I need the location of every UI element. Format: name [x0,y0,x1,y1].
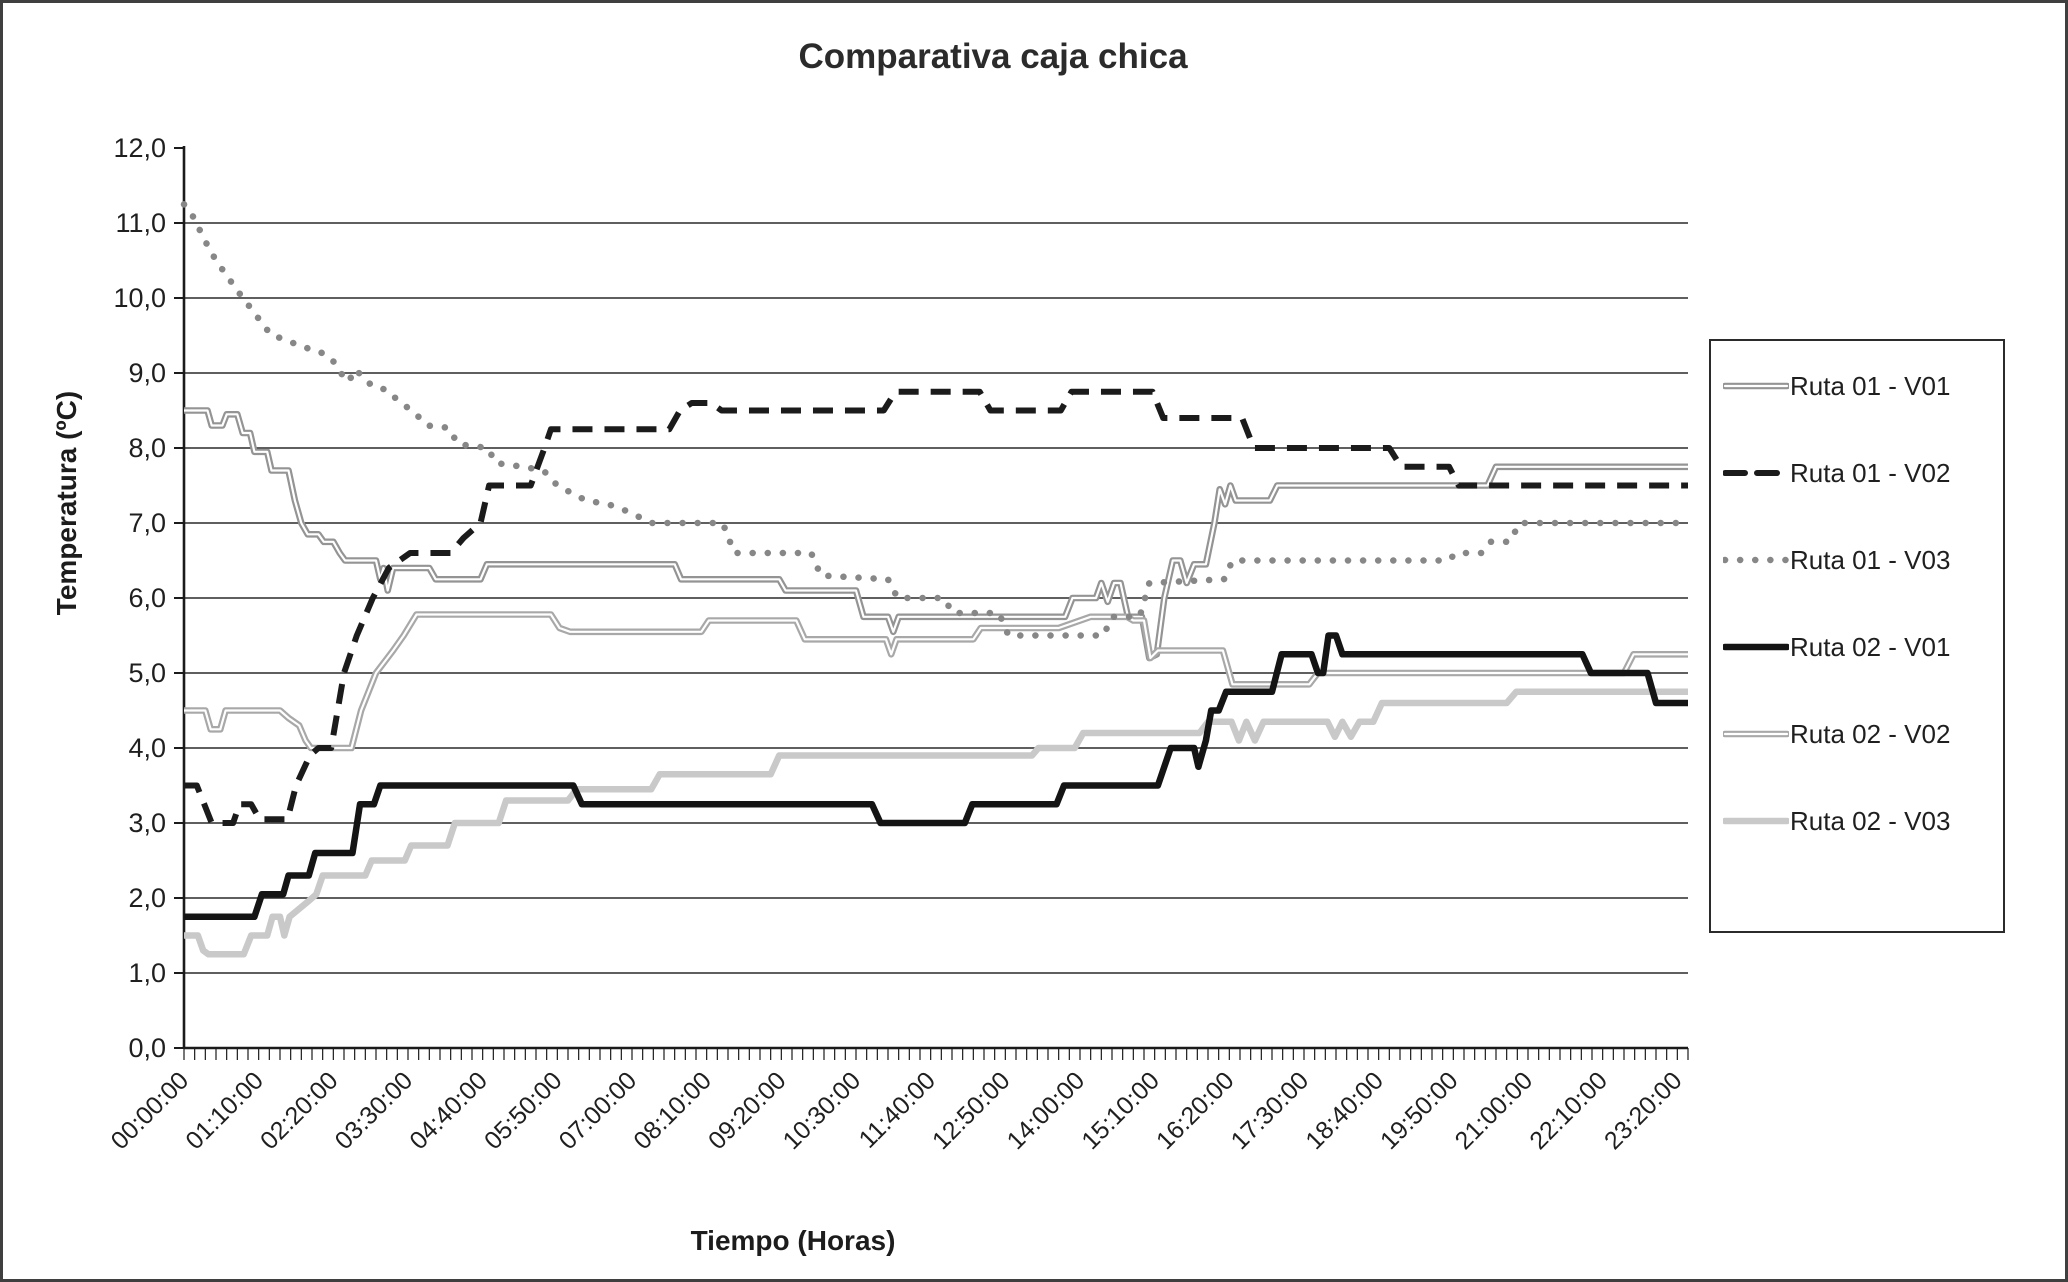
x-axis-tick-label: 22:10:00 [1524,1066,1613,1155]
x-axis-tick-label: 23:20:00 [1599,1066,1688,1155]
y-axis-tick-label: 8,0 [128,433,166,463]
legend-line-sample-icon [1723,470,1789,476]
y-axis-tick-label: 1,0 [128,958,166,988]
legend-item-ruta-02-v02: Ruta 02 - V02 [1723,719,1950,749]
y-axis-tick-label: 6,0 [128,583,166,613]
legend-item-ruta-01-v02: Ruta 01 - V02 [1723,458,1950,488]
y-axis-tick-label: 12,0 [113,133,166,163]
x-axis-tick-label: 11:40:00 [854,1066,941,1153]
series-line-ruta-02-v02 [184,611,1688,752]
x-axis-tick-label: 00:00:00 [106,1066,195,1155]
y-axis-tick-label: 7,0 [128,508,166,538]
x-axis-tick-label: 03:30:00 [330,1066,419,1155]
legend-item-ruta-01-v03: Ruta 01 - V03 [1723,545,1950,575]
legend-item-ruta-02-v01: Ruta 02 - V01 [1723,632,1950,662]
legend-line-sample-icon [1723,382,1789,390]
y-axis-tick-label: 10,0 [113,283,166,313]
legend-line-sample-icon [1723,730,1789,738]
y-axis-tick-label: 2,0 [128,883,166,913]
legend-line-sample-icon [1723,643,1789,651]
legend-item-label: Ruta 02 - V03 [1790,805,1951,836]
y-axis-tick-label: 11,0 [115,208,166,238]
x-axis-title: Tiempo (Horas) [690,1225,896,1256]
legend-item-label: Ruta 02 - V02 [1790,718,1951,749]
series-line-ruta-02-v01 [184,632,1688,921]
legend-item-label: Ruta 02 - V01 [1790,631,1951,662]
x-axis-tick-label: 17:30:00 [1226,1066,1315,1155]
x-axis-tick-label: 12:50:00 [927,1066,1016,1155]
legend-item-label: Ruta 01 - V03 [1790,544,1951,575]
x-axis-tick-label: 19:50:00 [1375,1066,1464,1155]
y-axis-tick-label: 0,0 [128,1033,166,1063]
x-axis-tick-label: 14:00:00 [1002,1066,1091,1155]
y-axis-tick-label: 9,0 [128,358,166,388]
y-axis-tick-label: 3,0 [128,808,166,838]
x-axis-tick-label: 02:20:00 [255,1066,344,1155]
legend-box: Ruta 01 - V01 Ruta 01 - V02 Ruta 01 - V03 R… [1709,339,2005,933]
y-axis-tick-label: 4,0 [128,733,166,763]
x-axis-tick-label: 09:20:00 [703,1066,792,1155]
series-line-ruta-01-v03 [180,201,1692,639]
x-axis-tick-label: 04:40:00 [404,1066,493,1155]
x-axis-tick-label: 05:50:00 [479,1066,568,1155]
series-line-ruta-02-v03 [184,688,1688,958]
legend-item-ruta-02-v03: Ruta 02 - V03 [1723,806,1950,836]
series-line-ruta-01-v01 [184,409,1688,660]
x-axis-tick-label: 01:10:00 [180,1066,269,1155]
legend-line-sample-icon [1723,817,1789,825]
x-axis-tick-label: 08:10:00 [628,1066,717,1155]
legend-line-sample-icon [1723,556,1789,564]
series-line-ruta-01-v02 [184,388,1688,826]
x-axis-tick-label: 16:20:00 [1151,1066,1240,1155]
plot-area: 0,0 1,0 2,0 3,0 4,0 5,0 6,0 7,0 8,0 9,0 10,0 11,0 12… [106,133,1692,1155]
x-axis-tick-label: 21:00:00 [1450,1066,1539,1155]
x-axis-tick-label: 10:30:00 [778,1066,867,1155]
chart-title: Comparativa caja chica [798,37,1188,76]
x-axis-tick-label: 15:10:00 [1076,1066,1165,1155]
x-axis-tick-label: 18:40:00 [1300,1066,1389,1155]
series-line-ruta-02-v02 [184,613,1688,750]
legend-item-label: Ruta 01 - V01 [1790,370,1951,401]
legend-item-ruta-01-v01: Ruta 01 - V01 [1723,371,1950,401]
x-axis-tick-label: 07:00:00 [554,1066,643,1155]
y-axis-tick-label: 5,0 [128,658,166,688]
legend-item-label: Ruta 01 - V02 [1790,457,1951,488]
